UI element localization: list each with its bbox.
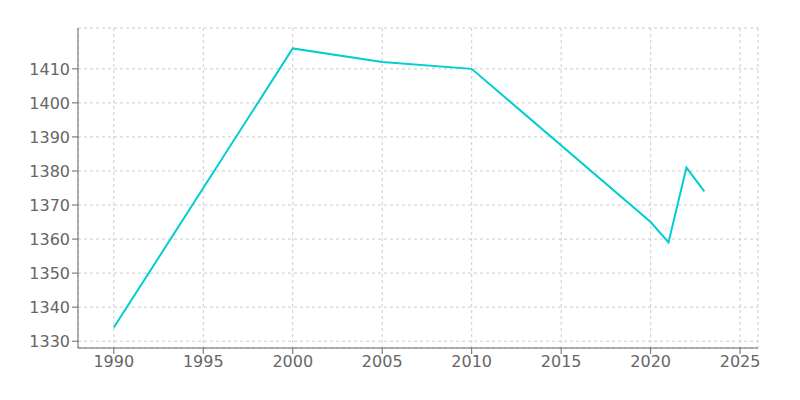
svg-text:2015: 2015 [541, 352, 582, 371]
svg-text:2020: 2020 [630, 352, 671, 371]
svg-text:2000: 2000 [272, 352, 313, 371]
svg-text:1330: 1330 [29, 332, 70, 351]
svg-text:1995: 1995 [183, 352, 224, 371]
svg-text:1340: 1340 [29, 298, 70, 317]
svg-text:1360: 1360 [29, 230, 70, 249]
svg-text:1390: 1390 [29, 128, 70, 147]
svg-text:1350: 1350 [29, 264, 70, 283]
svg-text:2005: 2005 [362, 352, 403, 371]
svg-text:1370: 1370 [29, 196, 70, 215]
svg-text:2025: 2025 [720, 352, 761, 371]
svg-text:1380: 1380 [29, 162, 70, 181]
svg-text:2010: 2010 [451, 352, 492, 371]
svg-text:1990: 1990 [93, 352, 134, 371]
svg-text:1410: 1410 [29, 60, 70, 79]
svg-text:1400: 1400 [29, 94, 70, 113]
